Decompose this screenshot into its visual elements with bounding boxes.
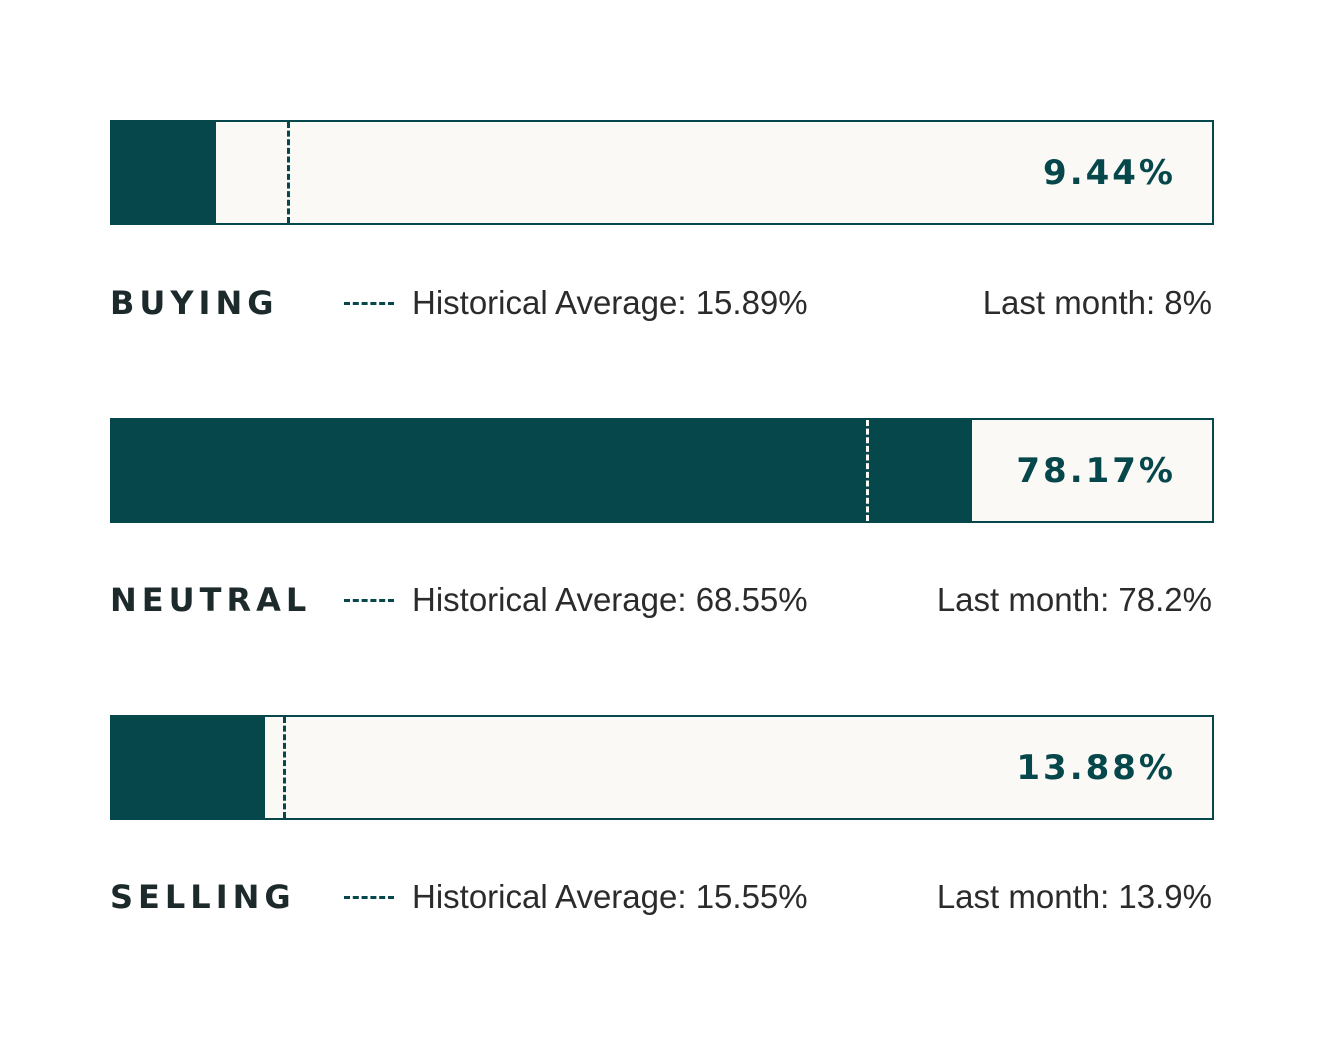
selling-historical-average-label: Historical Average: 15.55% <box>412 878 808 915</box>
neutral-value-label: 78.17% <box>1016 450 1176 491</box>
buying-bar: 9.44% <box>110 120 1214 225</box>
selling-historical-average-marker <box>283 717 287 818</box>
neutral-legend-row: NEUTRAL Historical Average: 68.55% Last … <box>110 580 1214 620</box>
buying-historical-average-label: Historical Average: 15.89% <box>412 284 808 321</box>
dashed-line-icon <box>344 599 394 602</box>
neutral-last-month-label: Last month: 78.2% <box>936 581 1212 618</box>
selling-bar-fill <box>112 717 265 818</box>
selling-bar: 13.88% <box>110 715 1214 820</box>
selling-category-label: SELLING <box>110 878 296 916</box>
selling-value-label: 13.88% <box>1016 747 1176 788</box>
buying-category-label: BUYING <box>110 284 279 322</box>
dashed-line-icon <box>344 896 394 899</box>
selling-last-month-label: Last month: 13.9% <box>936 878 1212 915</box>
buying-historical-average-marker <box>286 122 290 223</box>
selling-legend-row: SELLING Historical Average: 15.55% Last … <box>110 877 1214 917</box>
buying-last-month-label: Last month: 8% <box>982 284 1212 321</box>
dashed-line-icon <box>344 302 394 305</box>
neutral-historical-average-label: Historical Average: 68.55% <box>412 581 808 618</box>
neutral-bar: 78.17% <box>110 418 1214 523</box>
buying-legend-row: BUYING Historical Average: 15.89% Last m… <box>110 283 1214 323</box>
buying-value-label: 9.44% <box>1043 152 1176 193</box>
neutral-historical-average-marker <box>866 420 870 521</box>
neutral-category-label: NEUTRAL <box>110 581 312 619</box>
buying-bar-fill <box>112 122 216 223</box>
neutral-bar-fill <box>112 420 972 521</box>
